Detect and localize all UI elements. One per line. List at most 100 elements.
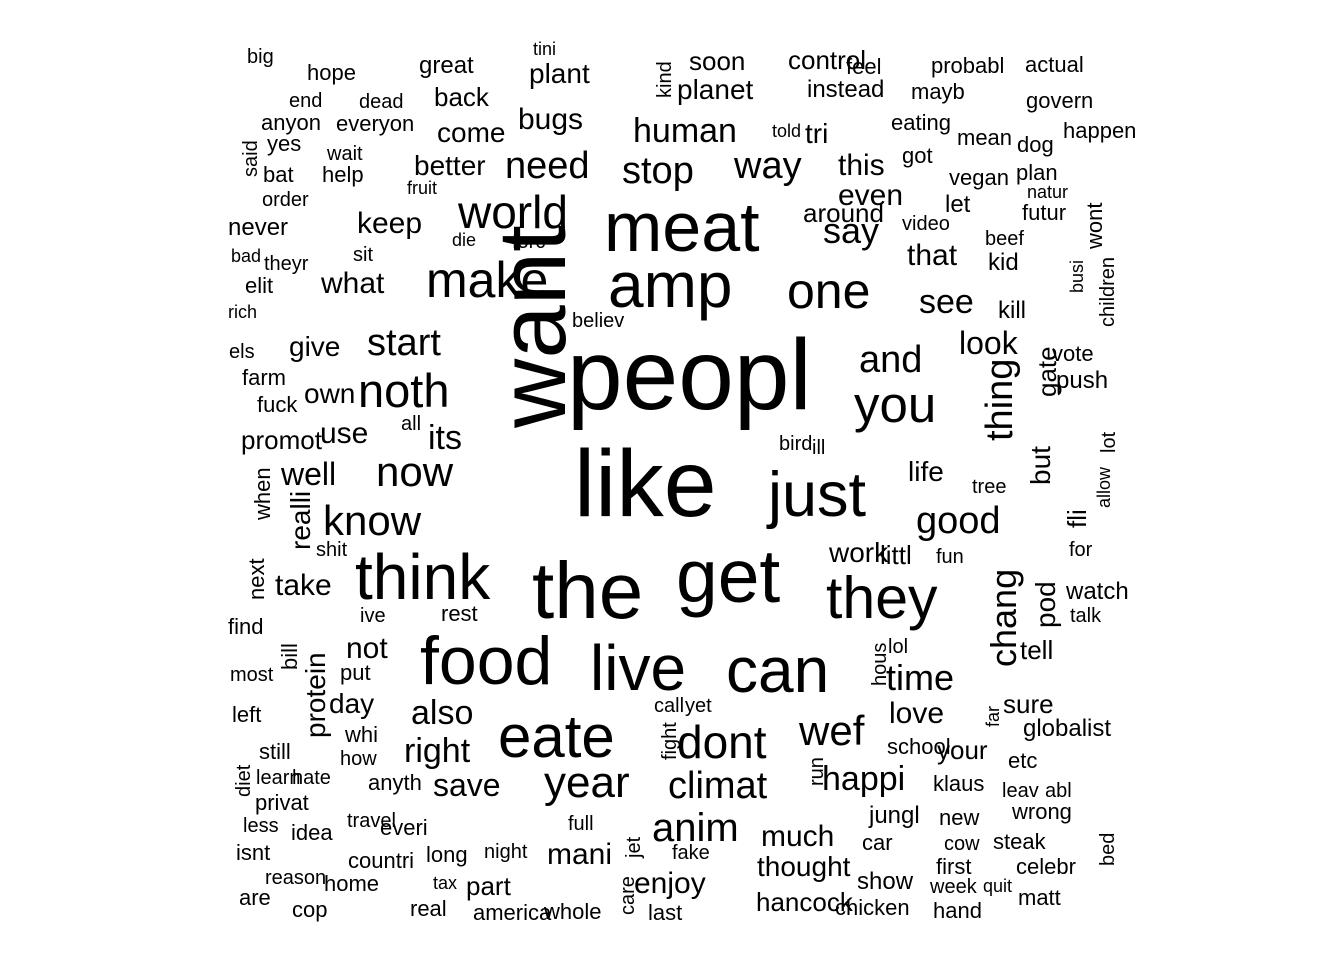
word-dont: dont (677, 716, 767, 768)
word-govern: govern (1026, 88, 1093, 113)
word-life: life (908, 456, 944, 487)
word-bed: bed (1097, 833, 1119, 866)
word-reason: reason (265, 867, 326, 889)
word-the: the (532, 546, 643, 635)
word-globalist: globalist (1023, 715, 1111, 742)
word-thought: thought (757, 851, 851, 882)
word-etc: etc (1008, 748, 1037, 773)
word-one: one (787, 263, 870, 319)
word-video: video (902, 213, 950, 235)
word-tree: tree (972, 476, 1006, 498)
word-love: love (889, 697, 944, 730)
word-most: most (230, 664, 274, 686)
word-quit: quit (983, 876, 1012, 896)
word-want: want (479, 225, 586, 429)
word-put: put (340, 660, 371, 685)
word-yet: yet (685, 695, 712, 717)
word-good: good (916, 500, 1001, 542)
word-believ: believ (572, 310, 624, 332)
word-plan: plan (1016, 160, 1058, 185)
word-when: when (250, 467, 275, 521)
word-lol: lol (888, 636, 908, 658)
word-come: come (437, 117, 505, 148)
word-know: know (323, 497, 422, 544)
word-human: human (633, 112, 737, 150)
word-klaus: klaus (933, 771, 984, 796)
word-plant: plant (529, 58, 590, 89)
word-day: day (329, 688, 374, 719)
word-jungl: jungl (868, 802, 920, 829)
word-whi: whi (344, 722, 378, 747)
word-travel: travel (347, 810, 396, 832)
word-right: right (404, 732, 471, 770)
word-like: like (574, 431, 717, 537)
word-save: save (433, 767, 501, 803)
word-long: long (426, 842, 468, 867)
word-anim: anim (652, 806, 739, 850)
word-around: around (803, 198, 884, 228)
word-america: america (473, 900, 552, 925)
word-futur: futur (1022, 200, 1066, 225)
word-work: work (828, 537, 889, 568)
word-well: well (280, 456, 336, 492)
word-rich: rich (228, 302, 257, 322)
word-mayb: mayb (911, 79, 965, 104)
word-wont: wont (1082, 203, 1107, 250)
word-bill: bill (277, 643, 302, 670)
word-full: full (568, 813, 594, 835)
word-wait: wait (326, 143, 363, 165)
word-mean: mean (957, 125, 1012, 150)
word-ive: ive (360, 605, 386, 627)
word-fun: fun (936, 546, 964, 568)
word-abl: abl (1045, 780, 1072, 802)
word-busi: busi (1067, 260, 1087, 293)
word-chang: chang (983, 569, 1024, 667)
word-better: better (414, 150, 486, 181)
word-give: give (289, 331, 340, 362)
word-world: world (457, 186, 568, 238)
word-car: car (862, 830, 893, 855)
word-privat: privat (255, 790, 309, 815)
word-anyth: anyth (368, 770, 422, 795)
word-tini: tini (533, 39, 556, 59)
word-tax: tax (433, 873, 457, 893)
word-just: just (766, 460, 867, 530)
word-beef: beef (985, 228, 1024, 250)
word-hope: hope (307, 60, 356, 85)
word-far: far (983, 706, 1003, 727)
word-less: less (243, 815, 279, 837)
word-whole: whole (543, 899, 601, 924)
word-thing: thing (979, 359, 1021, 441)
word-jet: jet (623, 836, 645, 859)
word-care: care (617, 876, 639, 915)
word-tell: tell (1020, 635, 1053, 665)
word-kind: kind (654, 61, 676, 98)
word-own: own (304, 378, 355, 409)
word-night: night (484, 841, 528, 863)
word-run: run (806, 757, 828, 786)
word-peopl: peopl (567, 319, 812, 431)
word-great: great (419, 52, 474, 79)
word-way: way (733, 145, 802, 187)
word-ill: ill (812, 437, 825, 459)
word-feel: feel (846, 54, 881, 79)
word-natur: natur (1027, 182, 1068, 202)
word-bugs: bugs (518, 103, 583, 136)
word-this: this (838, 149, 885, 182)
word-everyon: everyon (336, 111, 414, 136)
word-first: first (936, 854, 971, 879)
word-are: are (239, 885, 271, 910)
word-isnt: isnt (236, 840, 270, 865)
word-not: not (346, 632, 388, 665)
word-die: die (452, 230, 476, 250)
word-told: told (772, 121, 801, 141)
word-control: control (788, 45, 866, 75)
word-need: need (505, 145, 590, 187)
word-rest: rest (441, 601, 478, 626)
word-diet: diet (233, 764, 255, 797)
word-your: your (937, 735, 988, 765)
word-all: all (401, 413, 421, 435)
word-for: for (1069, 539, 1093, 561)
word-watch: watch (1065, 578, 1129, 605)
